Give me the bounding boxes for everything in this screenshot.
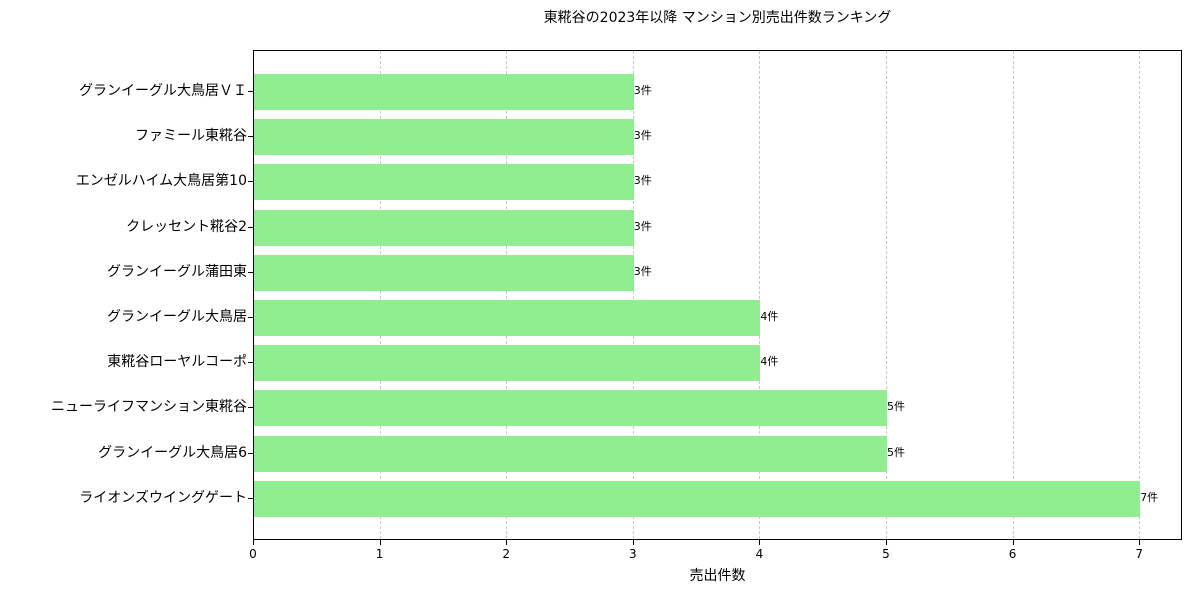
x-tick [253,540,254,545]
gridline [632,51,634,539]
y-tick-label: グランイーグル蒲田東 [107,263,247,280]
x-tick-label: 4 [755,547,764,561]
bar-value-label: 4件 [760,310,779,323]
y-tick [248,452,253,454]
bar-value-label: 7件 [1140,490,1159,504]
x-tick [759,540,761,545]
bar-value-label: 3件 [633,129,652,143]
x-tick-label: 3 [628,547,637,561]
x-tick-label: 7 [1135,547,1143,561]
bar-value-label: 4件 [760,355,779,369]
x-tick [632,540,634,545]
plot-area: 3件 3件 3件 3件 3件 4件 4件 5件 5件 7件 [253,50,1182,540]
y-tick-label: ニューライフマンション東糀谷 [51,399,247,416]
gridline [506,51,508,539]
x-tick [379,540,381,545]
chart-title: 東糀谷の2023年以降 マンション別売出件数ランキング [543,10,892,26]
gridline [1139,51,1141,539]
y-tick [248,362,253,364]
bar [254,345,761,382]
y-tick-label: グランイーグル大鳥居 [107,309,247,325]
x-tick [1012,540,1014,545]
bar [254,254,634,291]
x-tick-label: 2 [502,547,510,561]
y-tick [248,317,253,318]
gridline [886,51,887,539]
x-tick-label: 0 [249,547,257,561]
bar [254,300,761,336]
y-tick [248,181,253,183]
gridline [379,51,381,539]
bar [254,164,634,201]
gridline [1012,51,1014,539]
bar [254,390,887,427]
x-axis-label: 売出件数 [689,568,746,584]
bar-value-label: 3件 [633,219,652,233]
bar [254,209,634,246]
x-tick [506,540,508,545]
bar-value-label: 3件 [633,174,652,188]
y-tick [248,226,253,228]
bar [254,119,634,156]
gridline [759,51,761,539]
bar-value-label: 5件 [887,445,905,459]
bar [254,480,1141,517]
x-tick-label: 1 [375,547,384,561]
x-tick-label: 6 [1008,547,1017,561]
y-tick-label: グランイーグル大鳥居6 [98,444,247,461]
y-tick [248,271,253,273]
bar-value-label: 3件 [633,84,652,97]
y-tick-label: クレッセント糀谷2 [126,218,247,235]
y-tick [248,91,253,92]
x-tick [1139,540,1141,545]
y-tick-label: ファミール東糀谷 [135,128,247,145]
bar [254,74,634,110]
y-tick-label: エンゼルハイム大鳥居第10 [75,173,247,190]
x-tick [886,540,887,545]
bar-value-label: 5件 [887,400,905,414]
x-tick-label: 5 [882,547,890,561]
y-tick-label: ライオンズウイングゲート [79,489,247,506]
y-tick [248,407,253,409]
y-tick-label: グランイーグル大鳥居ＶＩ [79,83,247,99]
y-tick [248,497,253,499]
bar [254,435,887,472]
y-tick-label: 東糀谷ローヤルコーポ [107,354,247,371]
bar-value-label: 3件 [633,264,652,278]
y-tick [248,136,253,138]
